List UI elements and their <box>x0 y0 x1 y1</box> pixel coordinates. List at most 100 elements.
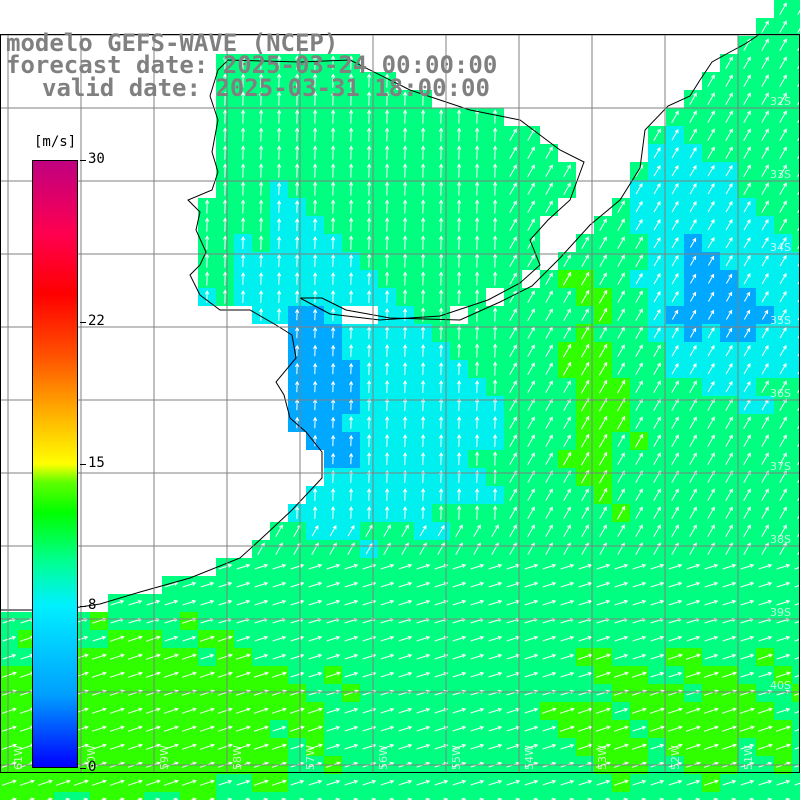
wind-arrow <box>671 291 679 303</box>
wind-arrow <box>527 182 535 195</box>
wind-arrow <box>598 289 608 304</box>
wind-arrow <box>650 653 665 660</box>
wind-arrow <box>722 599 737 606</box>
wind-arrow <box>258 199 264 214</box>
wind-arrow <box>330 109 336 124</box>
wind-arrow <box>797 135 800 141</box>
wind-arrow <box>240 181 246 196</box>
wind-arrow <box>204 271 210 286</box>
wind-arrow <box>330 488 336 501</box>
wind-arrow <box>456 398 462 411</box>
wind-arrow <box>578 671 593 678</box>
wind-arrow <box>689 380 697 393</box>
wind-arrow <box>488 707 503 714</box>
wind-arrow <box>725 345 733 357</box>
wind-arrow <box>578 599 593 606</box>
wind-arrow <box>635 362 643 375</box>
wind-arrow <box>348 235 354 250</box>
speed-cell <box>180 792 198 800</box>
wind-arrow <box>218 563 233 570</box>
wind-arrow <box>545 488 553 501</box>
wind-arrow <box>779 380 787 393</box>
wind-arrow <box>545 290 553 303</box>
wind-arrow <box>254 581 269 588</box>
wind-arrow <box>740 635 755 642</box>
wind-arrow <box>703 779 719 786</box>
wind-arrow <box>366 434 372 447</box>
wind-arrow <box>438 488 444 501</box>
graticule <box>0 34 800 772</box>
wind-arrow <box>740 743 755 750</box>
wind-arrow <box>164 635 179 642</box>
wind-arrow <box>290 635 305 642</box>
wind-arrow <box>632 725 647 732</box>
wind-arrow <box>492 271 498 286</box>
speed-cell <box>792 504 800 522</box>
speed-cell <box>234 792 252 800</box>
wind-arrow <box>136 797 143 800</box>
wind-arrow <box>438 217 444 232</box>
wind-arrow <box>757 653 773 660</box>
wind-arrow <box>235 671 251 678</box>
wind-arrow <box>109 653 125 660</box>
speed-cell <box>774 792 792 800</box>
wind-arrow <box>253 779 269 786</box>
wind-arrow <box>614 581 629 588</box>
latitude-label: 35S <box>770 314 791 327</box>
wind-arrow <box>653 128 661 141</box>
wind-arrow <box>779 434 787 447</box>
wind-arrow <box>743 488 751 501</box>
wind-arrow <box>344 743 359 750</box>
wind-arrow <box>509 164 517 177</box>
wind-arrow <box>307 743 323 750</box>
wind-arrow <box>470 581 485 588</box>
wind-arrow <box>668 671 683 678</box>
wind-arrow <box>721 725 737 732</box>
wind-arrow <box>650 599 665 606</box>
wind-arrow <box>401 524 409 537</box>
wind-arrow <box>181 653 197 660</box>
wind-arrow <box>689 255 697 266</box>
speed-cell <box>792 432 800 450</box>
wind-arrow <box>743 255 751 267</box>
wind-arrow <box>470 743 485 750</box>
wind-arrow <box>380 743 395 750</box>
colorbar-tick <box>80 464 86 465</box>
wind-arrow <box>725 56 733 69</box>
wind-arrow <box>667 653 683 660</box>
wind-arrow <box>562 361 572 376</box>
wind-arrow <box>366 199 372 214</box>
wind-arrow <box>580 379 590 394</box>
wind-arrow <box>758 635 773 642</box>
wind-arrow <box>725 506 733 519</box>
wind-arrow <box>671 416 679 429</box>
wind-arrow <box>761 416 769 429</box>
wind-arrow <box>420 362 426 375</box>
colorbar-tick-label: 22 <box>88 313 105 329</box>
wind-arrow <box>109 671 125 678</box>
wind-arrow <box>545 506 553 519</box>
wind-arrow <box>545 182 553 195</box>
wind-arrow <box>527 344 535 357</box>
wind-arrow <box>797 459 800 465</box>
wind-arrow <box>240 217 246 232</box>
wind-arrow <box>743 416 751 429</box>
wind-arrow <box>757 743 773 750</box>
wind-arrow <box>775 743 791 750</box>
wind-arrow <box>380 563 395 570</box>
wind-arrow <box>671 165 679 177</box>
wind-arrow <box>776 779 791 786</box>
wind-arrow <box>635 524 643 537</box>
wind-arrow <box>743 273 751 285</box>
wind-arrow <box>527 416 535 429</box>
wind-arrow <box>312 109 318 124</box>
wind-arrow <box>294 181 300 196</box>
wind-arrow <box>344 779 359 786</box>
wind-arrow <box>416 563 431 570</box>
wind-arrow <box>725 309 733 320</box>
wind-arrow <box>563 290 571 303</box>
wind-arrow <box>294 73 300 88</box>
wind-arrow <box>330 326 336 339</box>
wind-arrow <box>797 495 800 501</box>
